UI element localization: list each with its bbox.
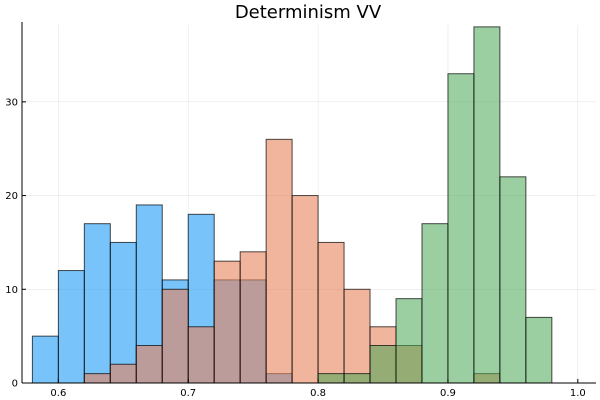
histogram-bar-series-3	[525, 316, 553, 384]
chart-title: Determinism VV	[235, 2, 382, 23]
histogram-bar-series-2	[187, 326, 215, 384]
x-tick-label: 0.8	[310, 388, 326, 399]
histogram-bar-series-3	[473, 26, 501, 384]
histogram-bar-series-2	[291, 195, 319, 384]
histogram-bar-series-2	[109, 363, 137, 384]
histogram-bar-series-1	[31, 335, 59, 384]
x-tick-label: 0.9	[440, 388, 456, 399]
histogram-bar-series-3	[369, 345, 397, 384]
histogram-bar-series-1	[83, 223, 111, 384]
y-tick-label: 30	[5, 97, 18, 108]
histogram-bar-series-2	[265, 138, 293, 384]
histogram-bar-series-3	[421, 223, 449, 384]
histogram-bar-series-3	[395, 298, 423, 384]
y-tick-label: 0	[12, 379, 18, 390]
histogram-bar-series-3	[317, 373, 345, 384]
histogram-bar-series-1	[57, 270, 85, 384]
histogram-bar-series-3	[499, 176, 527, 384]
histogram-bar-series-3	[343, 373, 371, 384]
ticks-layer: 0.6 0.7 0.8 0.9 1.0 0 10 20 30	[5, 97, 586, 399]
x-tick-label: 0.7	[180, 388, 196, 399]
histogram-bar-series-2	[83, 373, 111, 384]
y-tick-label: 10	[5, 285, 18, 296]
histogram-bar-series-2	[239, 251, 267, 384]
axes-layer	[21, 22, 596, 384]
histogram-bar-series-3	[447, 73, 475, 384]
histogram-bar-series-2	[161, 288, 189, 384]
x-tick-label: 1.0	[570, 388, 586, 399]
histogram-bar-series-2	[213, 260, 241, 384]
x-tick-label: 0.6	[50, 388, 66, 399]
y-tick-label: 20	[5, 191, 18, 202]
histogram-bar-series-2	[317, 241, 345, 384]
histogram-bar-series-1	[109, 241, 137, 384]
histogram-bar-series-2	[343, 288, 371, 384]
histogram-bar-series-2	[135, 345, 163, 384]
bars-layer	[31, 26, 553, 384]
